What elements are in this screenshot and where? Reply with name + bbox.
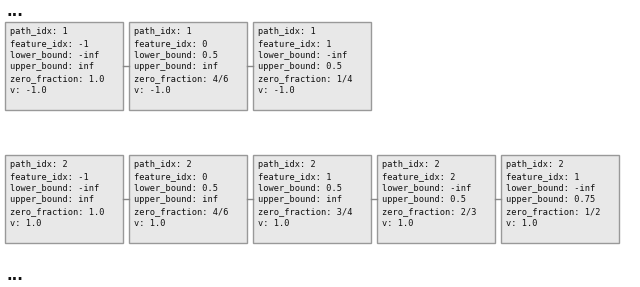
FancyBboxPatch shape (5, 22, 123, 110)
FancyBboxPatch shape (5, 155, 123, 243)
FancyBboxPatch shape (501, 155, 619, 243)
Text: path_idx: 1
feature_idx: 0
lower_bound: 0.5
upper_bound: inf
zero_fraction: 4/6
: path_idx: 1 feature_idx: 0 lower_bound: … (134, 27, 228, 95)
Text: path_idx: 1
feature_idx: 1
lower_bound: -inf
upper_bound: 0.5
zero_fraction: 1/4: path_idx: 1 feature_idx: 1 lower_bound: … (258, 27, 353, 95)
Text: path_idx: 2
feature_idx: -1
lower_bound: -inf
upper_bound: inf
zero_fraction: 1.: path_idx: 2 feature_idx: -1 lower_bound:… (10, 160, 104, 228)
Text: path_idx: 2
feature_idx: 0
lower_bound: 0.5
upper_bound: inf
zero_fraction: 4/6
: path_idx: 2 feature_idx: 0 lower_bound: … (134, 160, 228, 228)
Text: path_idx: 2
feature_idx: 1
lower_bound: -inf
upper_bound: 0.75
zero_fraction: 1/: path_idx: 2 feature_idx: 1 lower_bound: … (506, 160, 600, 228)
FancyBboxPatch shape (377, 155, 495, 243)
FancyBboxPatch shape (129, 155, 247, 243)
Text: ...: ... (6, 268, 23, 283)
Text: path_idx: 1
feature_idx: -1
lower_bound: -inf
upper_bound: inf
zero_fraction: 1.: path_idx: 1 feature_idx: -1 lower_bound:… (10, 27, 104, 95)
FancyBboxPatch shape (253, 22, 371, 110)
Text: path_idx: 2
feature_idx: 1
lower_bound: 0.5
upper_bound: inf
zero_fraction: 3/4
: path_idx: 2 feature_idx: 1 lower_bound: … (258, 160, 353, 228)
FancyBboxPatch shape (253, 155, 371, 243)
FancyBboxPatch shape (129, 22, 247, 110)
Text: path_idx: 2
feature_idx: 2
lower_bound: -inf
upper_bound: 0.5
zero_fraction: 2/3: path_idx: 2 feature_idx: 2 lower_bound: … (382, 160, 477, 228)
Text: ...: ... (6, 4, 23, 19)
